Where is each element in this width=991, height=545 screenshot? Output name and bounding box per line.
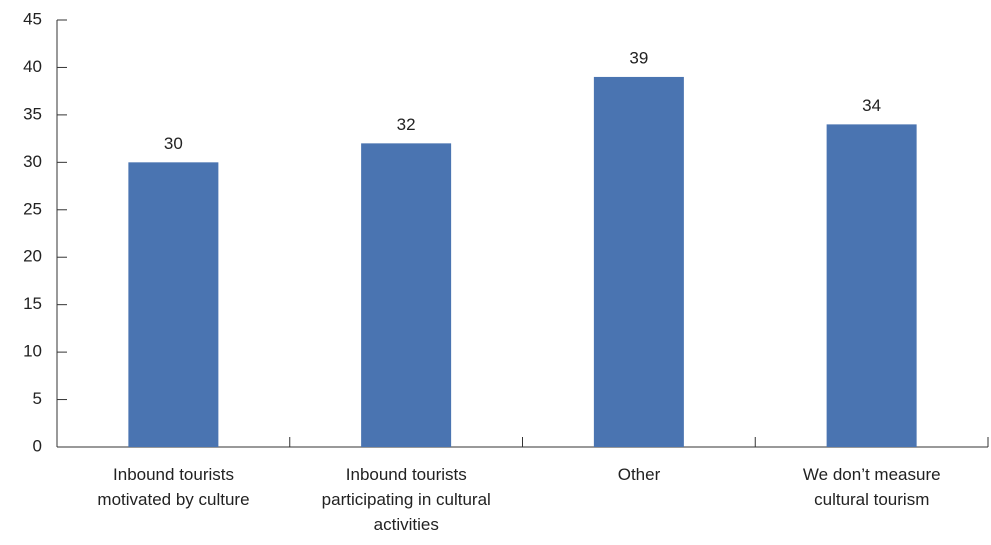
bar (128, 162, 219, 448)
data-label: 30 (164, 134, 183, 153)
y-tick-label: 15 (23, 294, 42, 313)
y-tick-label: 40 (23, 57, 42, 76)
y-tick-label: 20 (23, 247, 42, 266)
y-tick-label: 10 (23, 342, 42, 361)
x-tick-label: Other (617, 465, 661, 484)
data-label: 39 (629, 48, 648, 67)
bar (826, 124, 917, 447)
x-tick-label: Inbound tourists motivated by culture (97, 465, 250, 509)
data-label: 34 (862, 96, 881, 115)
y-tick-label: 30 (23, 152, 42, 171)
y-tick-label: 0 (33, 436, 42, 455)
y-tick-label: 25 (23, 199, 42, 218)
y-tick-label: 35 (23, 104, 42, 123)
y-tick-label: 45 (23, 9, 42, 28)
y-tick-label: 5 (33, 389, 42, 408)
x-tick-label: Inbound tourists participating in cultur… (321, 465, 491, 534)
data-label: 32 (397, 115, 416, 134)
bar (361, 143, 452, 447)
bar (593, 76, 684, 447)
x-tick-label: We don’t measure cultural tourism (802, 465, 941, 509)
